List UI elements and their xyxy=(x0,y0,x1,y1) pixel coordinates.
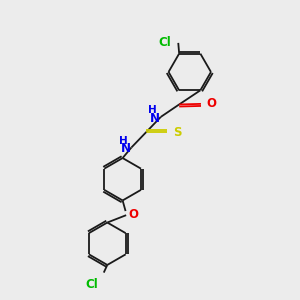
Text: Cl: Cl xyxy=(159,36,172,49)
Text: N: N xyxy=(121,142,131,155)
Text: O: O xyxy=(207,98,217,110)
Text: O: O xyxy=(128,208,138,221)
Text: H: H xyxy=(148,105,157,115)
Text: Cl: Cl xyxy=(86,278,98,291)
Text: N: N xyxy=(150,112,160,124)
Text: H: H xyxy=(118,136,127,146)
Text: S: S xyxy=(173,126,181,139)
